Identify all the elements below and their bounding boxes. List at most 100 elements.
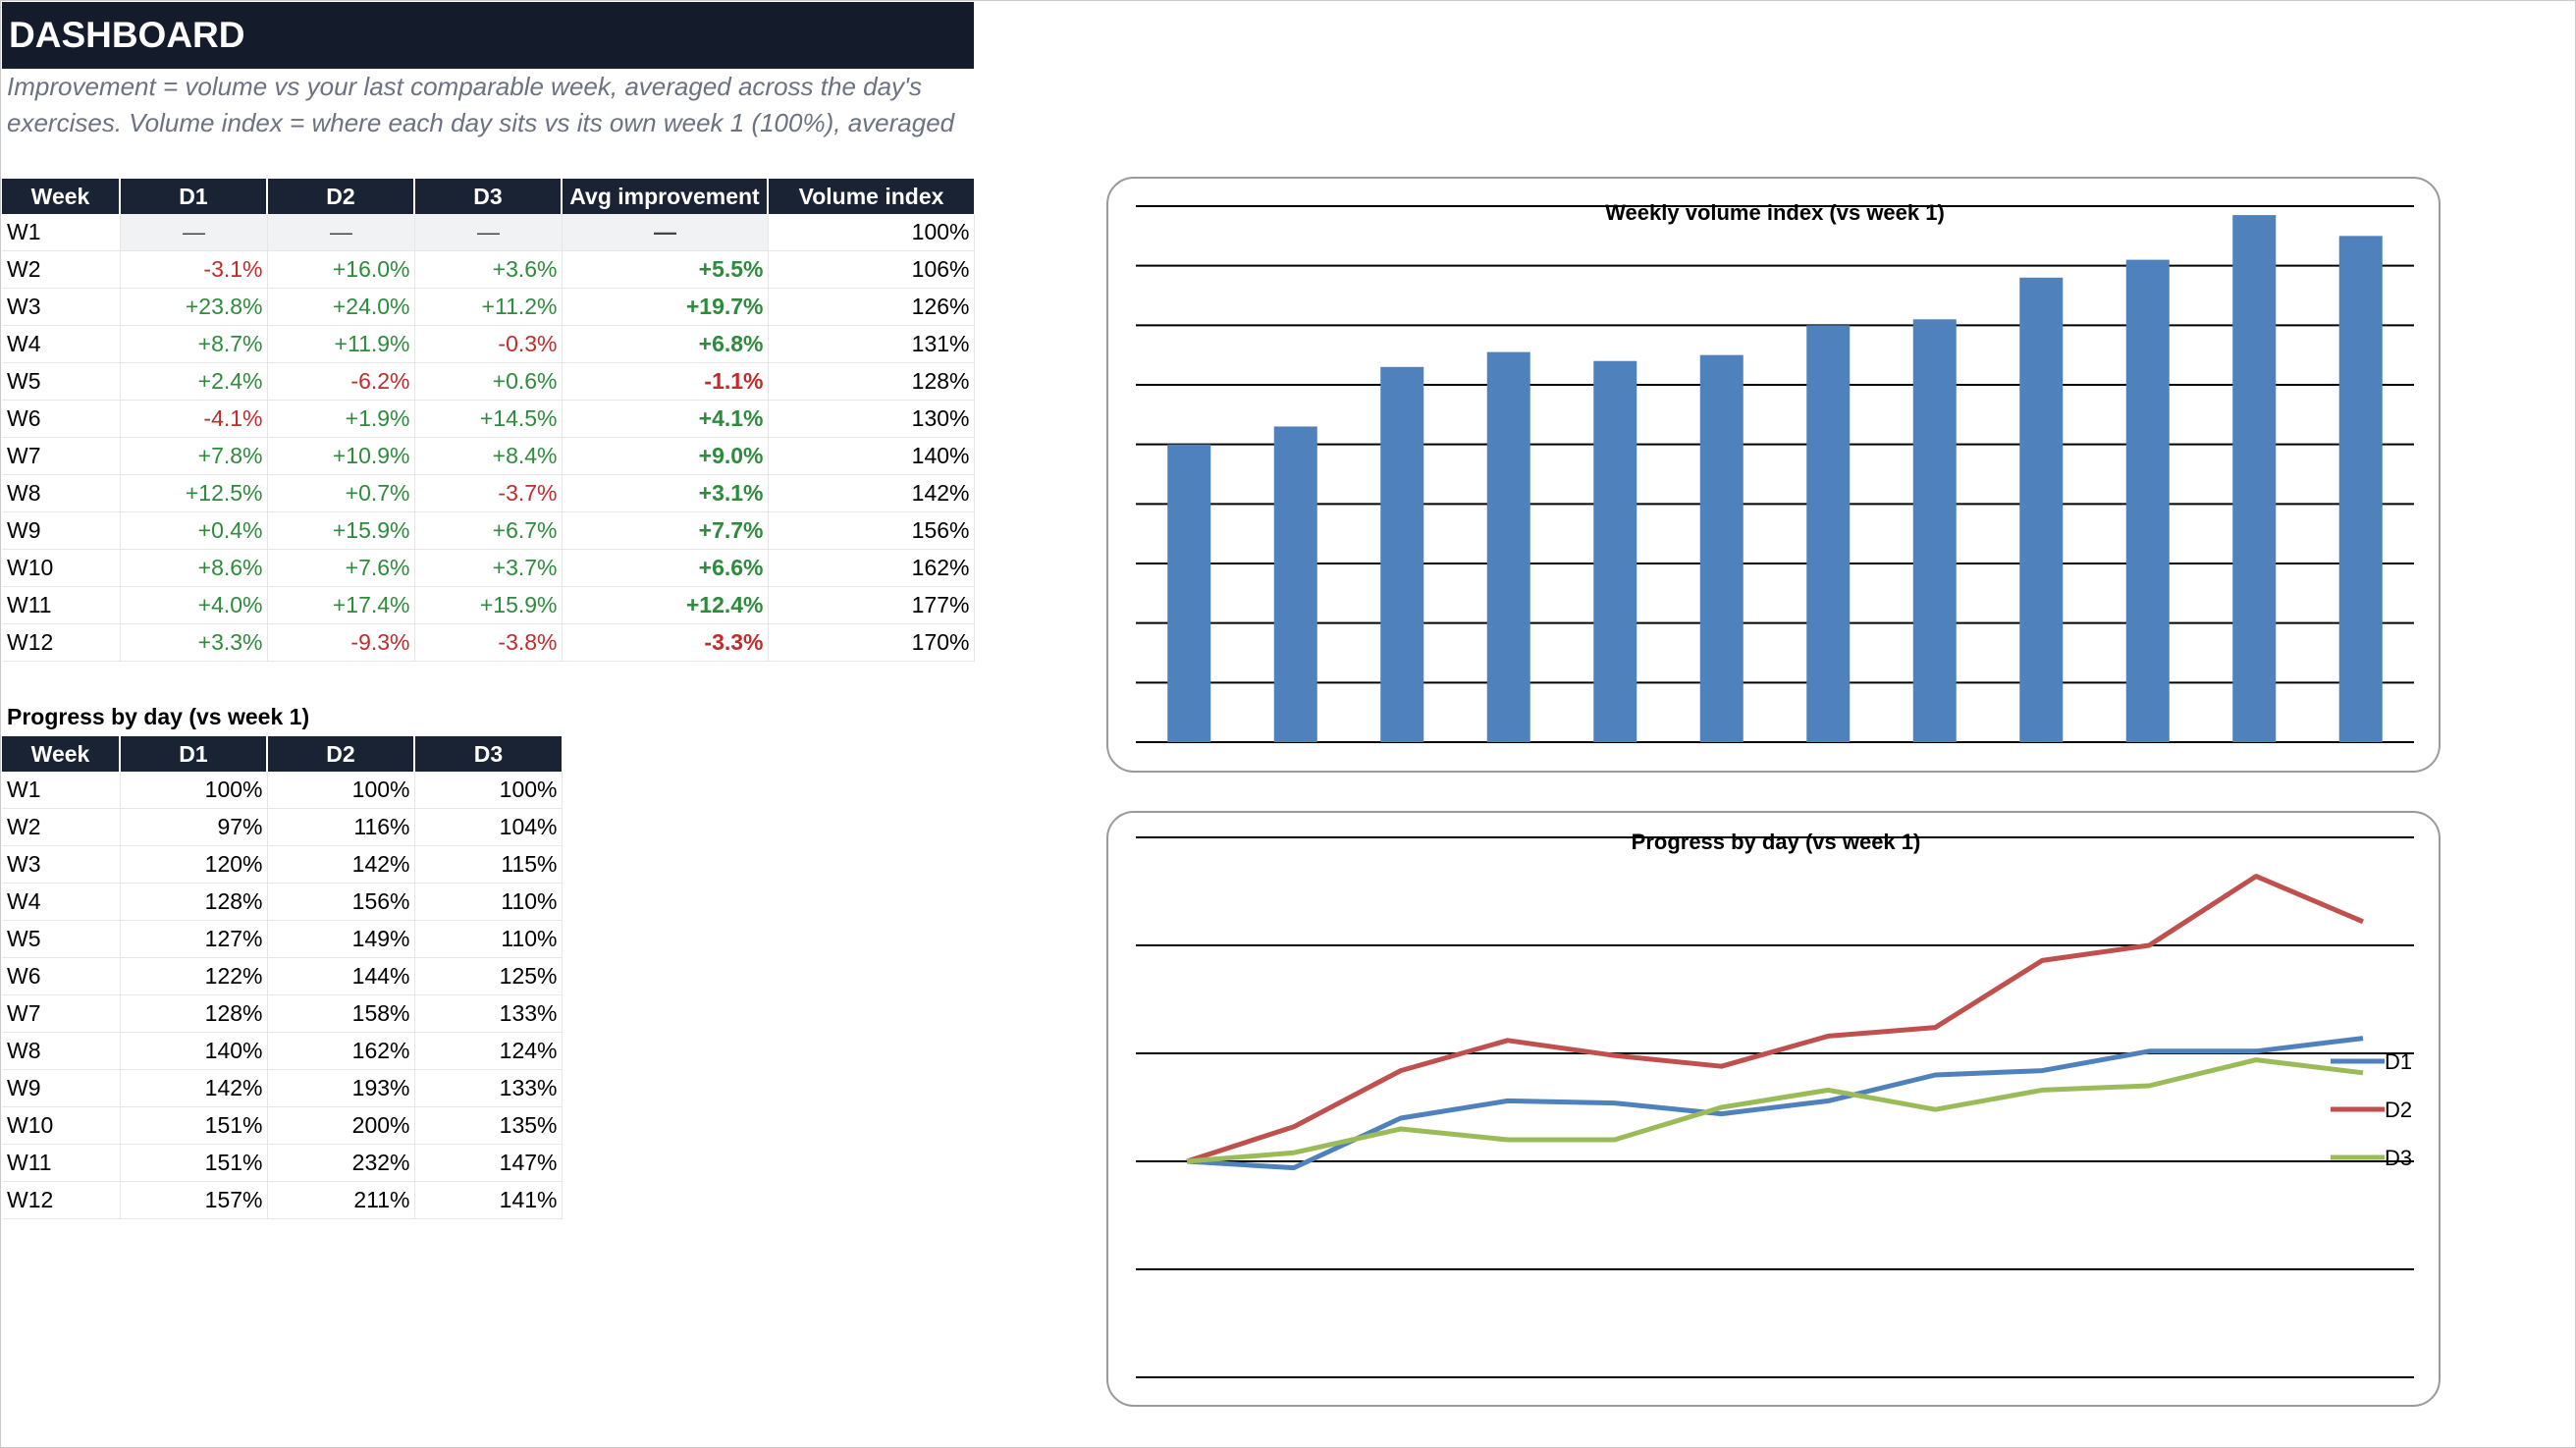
main-table-cell[interactable]: — <box>562 214 769 251</box>
main-table-cell[interactable]: +6.6% <box>562 549 769 587</box>
main-table-cell[interactable]: +8.6% <box>120 549 268 587</box>
main-table-cell[interactable]: -6.2% <box>267 362 415 401</box>
progress-table-cell[interactable]: 144% <box>267 957 415 995</box>
main-table-cell[interactable]: -3.1% <box>120 250 268 289</box>
main-table-cell[interactable]: -3.8% <box>414 623 563 662</box>
bar-W2[interactable] <box>1273 426 1317 742</box>
progress-table-cell[interactable]: 211% <box>267 1181 415 1219</box>
main-table-cell[interactable]: W2 <box>2 250 121 289</box>
bar-W8[interactable] <box>1912 319 1957 742</box>
progress-table-cell[interactable]: W11 <box>2 1144 121 1182</box>
progress-table-cell[interactable]: 110% <box>414 920 563 958</box>
progress-table-cell[interactable]: 147% <box>414 1144 563 1182</box>
progress-table-cell[interactable]: 122% <box>120 957 268 995</box>
main-table-cell[interactable]: 170% <box>768 623 975 662</box>
main-table-cell[interactable]: W10 <box>2 549 121 587</box>
main-table-cell[interactable]: +5.5% <box>562 250 769 289</box>
progress-table-cell[interactable]: 127% <box>120 920 268 958</box>
main-table-cell[interactable]: +16.0% <box>267 250 415 289</box>
series-line-D1[interactable] <box>1186 1036 2364 1171</box>
main-table-cell[interactable]: -3.7% <box>414 474 563 512</box>
main-table-cell[interactable]: +9.0% <box>562 437 769 475</box>
progress-table-cell[interactable]: W2 <box>2 808 121 846</box>
progress-table-cell[interactable]: 133% <box>414 1069 563 1107</box>
bar-W3[interactable] <box>1380 366 1424 742</box>
main-table-cell[interactable]: -1.1% <box>562 362 769 401</box>
main-table-cell[interactable]: W12 <box>2 623 121 662</box>
progress-table-cell[interactable]: 100% <box>414 772 563 809</box>
progress-table-cell[interactable]: 135% <box>414 1106 563 1145</box>
main-table-cell[interactable]: +12.5% <box>120 474 268 512</box>
main-table-cell[interactable]: W3 <box>2 288 121 326</box>
volume-index-chart[interactable]: Weekly volume index (vs week 1) <box>1106 177 2441 773</box>
progress-table-cell[interactable]: 133% <box>414 994 563 1033</box>
main-table-cell[interactable]: +4.1% <box>562 400 769 438</box>
progress-by-day-chart[interactable]: Progress by day (vs week 1) D1 D2 D3 <box>1106 811 2441 1407</box>
bar-W10[interactable] <box>2125 259 2170 742</box>
main-table-cell[interactable]: 130% <box>768 400 975 438</box>
progress-table-cell[interactable]: W7 <box>2 994 121 1033</box>
bar-W11[interactable] <box>2232 215 2277 743</box>
main-table-cell[interactable]: +0.6% <box>414 362 563 401</box>
progress-table-cell[interactable]: 128% <box>120 883 268 921</box>
bar-W6[interactable] <box>1699 354 1744 742</box>
main-table-cell[interactable]: +23.8% <box>120 288 268 326</box>
main-table-cell[interactable]: W9 <box>2 511 121 550</box>
progress-table-cell[interactable]: 124% <box>414 1032 563 1070</box>
main-table-cell[interactable]: -4.1% <box>120 400 268 438</box>
main-table-cell[interactable]: +3.1% <box>562 474 769 512</box>
main-table-cell[interactable]: 128% <box>768 362 975 401</box>
main-table-cell[interactable]: — <box>414 214 563 251</box>
progress-table-cell[interactable]: 162% <box>267 1032 415 1070</box>
main-table-cell[interactable]: 162% <box>768 549 975 587</box>
progress-table-cell[interactable]: 128% <box>120 994 268 1033</box>
main-table-cell[interactable]: +7.8% <box>120 437 268 475</box>
main-table-cell[interactable]: +2.4% <box>120 362 268 401</box>
main-table-cell[interactable]: 131% <box>768 325 975 363</box>
main-table-cell[interactable]: +11.9% <box>267 325 415 363</box>
progress-table-cell[interactable]: 157% <box>120 1181 268 1219</box>
main-table-cell[interactable]: 177% <box>768 586 975 624</box>
main-table-cell[interactable]: +6.8% <box>562 325 769 363</box>
main-table-cell[interactable]: 142% <box>768 474 975 512</box>
progress-table-cell[interactable]: W1 <box>2 772 121 809</box>
progress-table-cell[interactable]: 97% <box>120 808 268 846</box>
progress-table-cell[interactable]: 100% <box>267 772 415 809</box>
main-table-cell[interactable]: W4 <box>2 325 121 363</box>
bar-W1[interactable] <box>1167 444 1211 742</box>
main-table-cell[interactable]: W5 <box>2 362 121 401</box>
bar-W9[interactable] <box>2019 277 2064 742</box>
progress-table-cell[interactable]: 115% <box>414 845 563 884</box>
main-table-cell[interactable]: 140% <box>768 437 975 475</box>
progress-table-cell[interactable]: 151% <box>120 1106 268 1145</box>
main-table-cell[interactable]: 106% <box>768 250 975 289</box>
progress-table-cell[interactable]: 151% <box>120 1144 268 1182</box>
main-table-cell[interactable]: -3.3% <box>562 623 769 662</box>
main-table-cell[interactable]: +7.6% <box>267 549 415 587</box>
progress-table-cell[interactable]: 193% <box>267 1069 415 1107</box>
main-table-cell[interactable]: +10.9% <box>267 437 415 475</box>
progress-table-cell[interactable]: W8 <box>2 1032 121 1070</box>
progress-table-cell[interactable]: 104% <box>414 808 563 846</box>
progress-table-cell[interactable]: 125% <box>414 957 563 995</box>
progress-table-cell[interactable]: W12 <box>2 1181 121 1219</box>
series-line-D3[interactable] <box>1186 1057 2364 1164</box>
main-table-cell[interactable]: W11 <box>2 586 121 624</box>
main-table-cell[interactable]: +19.7% <box>562 288 769 326</box>
main-table-cell[interactable]: W1 <box>2 214 121 251</box>
main-table-cell[interactable]: +3.3% <box>120 623 268 662</box>
bar-W5[interactable] <box>1593 360 1637 742</box>
progress-table-cell[interactable]: 116% <box>267 808 415 846</box>
main-table-cell[interactable]: +15.9% <box>414 586 563 624</box>
main-table-cell[interactable]: +3.7% <box>414 549 563 587</box>
progress-table-cell[interactable]: 149% <box>267 920 415 958</box>
main-table-cell[interactable]: 100% <box>768 214 975 251</box>
bar-W12[interactable] <box>2338 236 2383 743</box>
main-table-cell[interactable]: 126% <box>768 288 975 326</box>
main-table-cell[interactable]: +0.7% <box>267 474 415 512</box>
main-table-cell[interactable]: +8.7% <box>120 325 268 363</box>
progress-table-cell[interactable]: 110% <box>414 883 563 921</box>
progress-table-cell[interactable]: 156% <box>267 883 415 921</box>
progress-table-cell[interactable]: W5 <box>2 920 121 958</box>
main-table-cell[interactable]: +4.0% <box>120 586 268 624</box>
